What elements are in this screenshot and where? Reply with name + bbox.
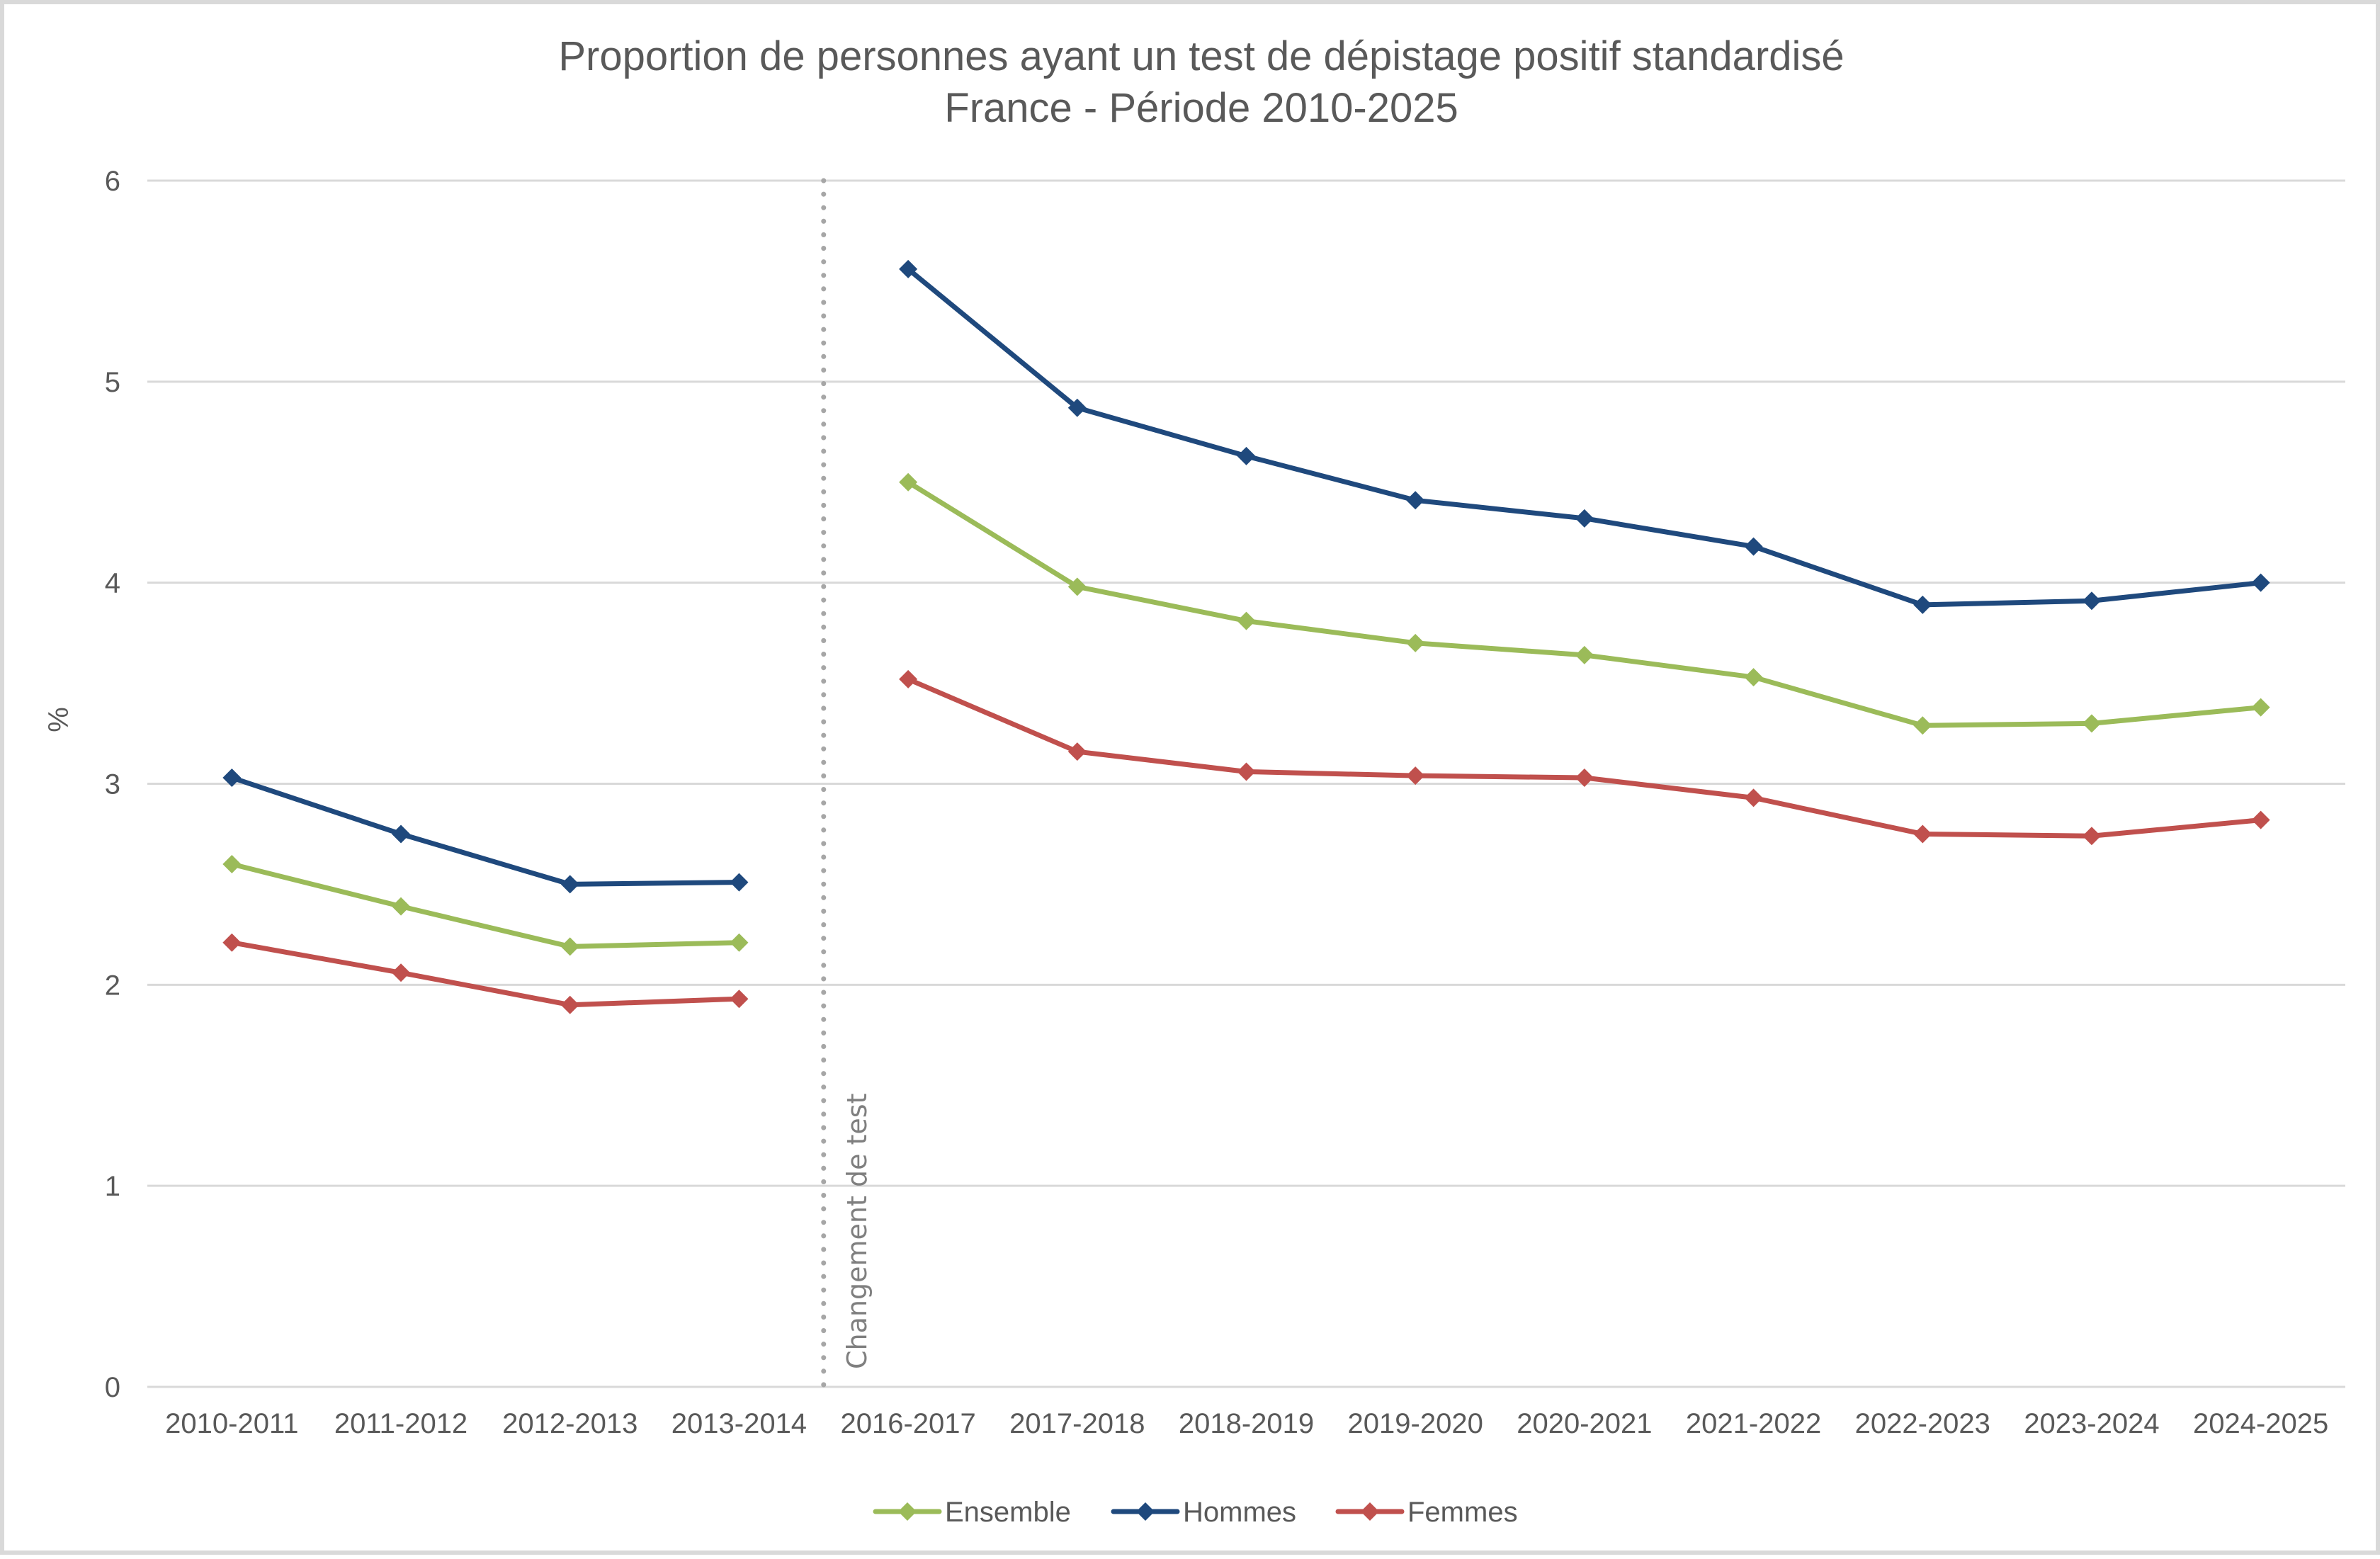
data-point-marker <box>392 824 411 844</box>
data-point-marker <box>1575 509 1594 528</box>
x-tick-label: 2010-2011 <box>165 1408 298 1439</box>
legend-label: Ensemble <box>945 1497 1071 1528</box>
gridlines <box>147 179 2345 1388</box>
y-tick-label: 6 <box>105 166 120 197</box>
y-axis-ticks: 0 1 2 3 4 5 6 <box>105 166 120 1403</box>
data-point-marker <box>560 995 579 1014</box>
x-tick-label: 2020-2021 <box>1517 1408 1652 1439</box>
y-tick-label: 1 <box>105 1171 120 1202</box>
x-tick-label: 2013-2014 <box>672 1408 807 1439</box>
y-tick-label: 2 <box>105 970 120 1001</box>
line-chart: Proportion de personnes ayant un test de… <box>43 33 2345 1528</box>
data-point-marker <box>1744 668 1763 687</box>
y-tick-label: 0 <box>105 1372 120 1403</box>
data-point-marker <box>1067 742 1087 761</box>
series-femmes <box>222 669 2270 1014</box>
data-point-marker <box>2251 810 2270 829</box>
data-point-marker <box>1913 595 1932 614</box>
series-line-segment <box>231 775 740 887</box>
data-point-marker <box>1406 491 1425 510</box>
y-tick-label: 5 <box>105 367 120 398</box>
data-point-marker <box>392 897 411 916</box>
data-point-marker <box>730 873 749 892</box>
data-point-marker <box>1913 824 1932 844</box>
data-point-marker <box>1406 766 1425 786</box>
legend: Ensemble Hommes Femmes <box>873 1497 1518 1528</box>
x-tick-label: 2021-2022 <box>1686 1408 1821 1439</box>
x-tick-label: 2023-2024 <box>2024 1408 2159 1439</box>
data-point-marker <box>899 669 918 688</box>
data-point-marker <box>560 937 579 956</box>
data-point-marker <box>2251 573 2270 592</box>
legend-item-hommes: Hommes <box>1111 1497 1296 1528</box>
data-point-marker <box>730 990 749 1009</box>
legend-label: Hommes <box>1183 1497 1296 1528</box>
separator-annotation: Changement de test <box>842 1094 873 1370</box>
data-point-marker <box>1744 788 1763 807</box>
chart-title: Proportion de personnes ayant un test de… <box>558 33 1844 79</box>
legend-label: Femmes <box>1407 1497 1518 1528</box>
x-tick-label: 2022-2023 <box>1855 1408 1990 1439</box>
data-point-marker <box>1237 762 1256 781</box>
series-line-segment <box>231 861 740 949</box>
series-line-segment <box>906 267 2262 608</box>
data-point-marker <box>730 933 749 952</box>
data-point-marker <box>899 259 918 278</box>
y-axis-label: % <box>43 707 74 732</box>
data-point-marker <box>1575 768 1594 787</box>
data-point-marker <box>2082 827 2101 846</box>
data-point-marker <box>1575 645 1594 664</box>
data-point-marker <box>1067 398 1087 417</box>
series-hommes <box>222 259 2270 894</box>
legend-marker <box>1136 1502 1155 1521</box>
y-tick-label: 3 <box>105 769 120 800</box>
legend-item-femmes: Femmes <box>1335 1497 1518 1528</box>
test-change-separator: Changement de test <box>821 178 873 1390</box>
data-point-marker <box>222 933 242 952</box>
x-tick-label: 2017-2018 <box>1009 1408 1145 1439</box>
x-tick-label: 2016-2017 <box>840 1408 975 1439</box>
series-line-segment <box>907 676 2261 839</box>
data-point-marker <box>2251 698 2270 717</box>
x-tick-label: 2012-2013 <box>502 1408 638 1439</box>
data-point-marker <box>560 875 579 894</box>
x-tick-label: 2011-2012 <box>334 1408 468 1439</box>
data-point-marker <box>2082 591 2101 611</box>
data-point-marker <box>1744 537 1763 556</box>
data-point-marker <box>1237 611 1256 630</box>
series-line-segment <box>231 940 740 1008</box>
data-point-marker <box>899 472 918 492</box>
legend-marker <box>1361 1502 1379 1521</box>
x-tick-label: 2019-2020 <box>1348 1408 1483 1439</box>
legend-item-ensemble: Ensemble <box>873 1497 1071 1528</box>
data-point-marker <box>222 855 242 874</box>
x-axis-ticks: 2010-2011 2011-2012 2012-2013 2013-2014 2016… <box>165 1408 2328 1439</box>
data-point-marker <box>1406 633 1425 652</box>
data-point-marker <box>222 768 242 787</box>
y-tick-label: 4 <box>105 568 120 599</box>
data-point-marker <box>392 963 411 982</box>
x-tick-label: 2024-2025 <box>2193 1408 2328 1439</box>
legend-marker <box>898 1502 917 1521</box>
data-point-marker <box>1237 446 1256 465</box>
x-tick-label: 2018-2019 <box>1179 1408 1314 1439</box>
data-point-marker <box>1067 577 1087 596</box>
data-point-marker <box>1913 716 1932 735</box>
series-ensemble <box>222 472 2270 956</box>
chart-subtitle: France - Période 2010-2025 <box>944 85 1458 131</box>
data-point-marker <box>2082 714 2101 733</box>
series-lines <box>222 259 2270 1014</box>
